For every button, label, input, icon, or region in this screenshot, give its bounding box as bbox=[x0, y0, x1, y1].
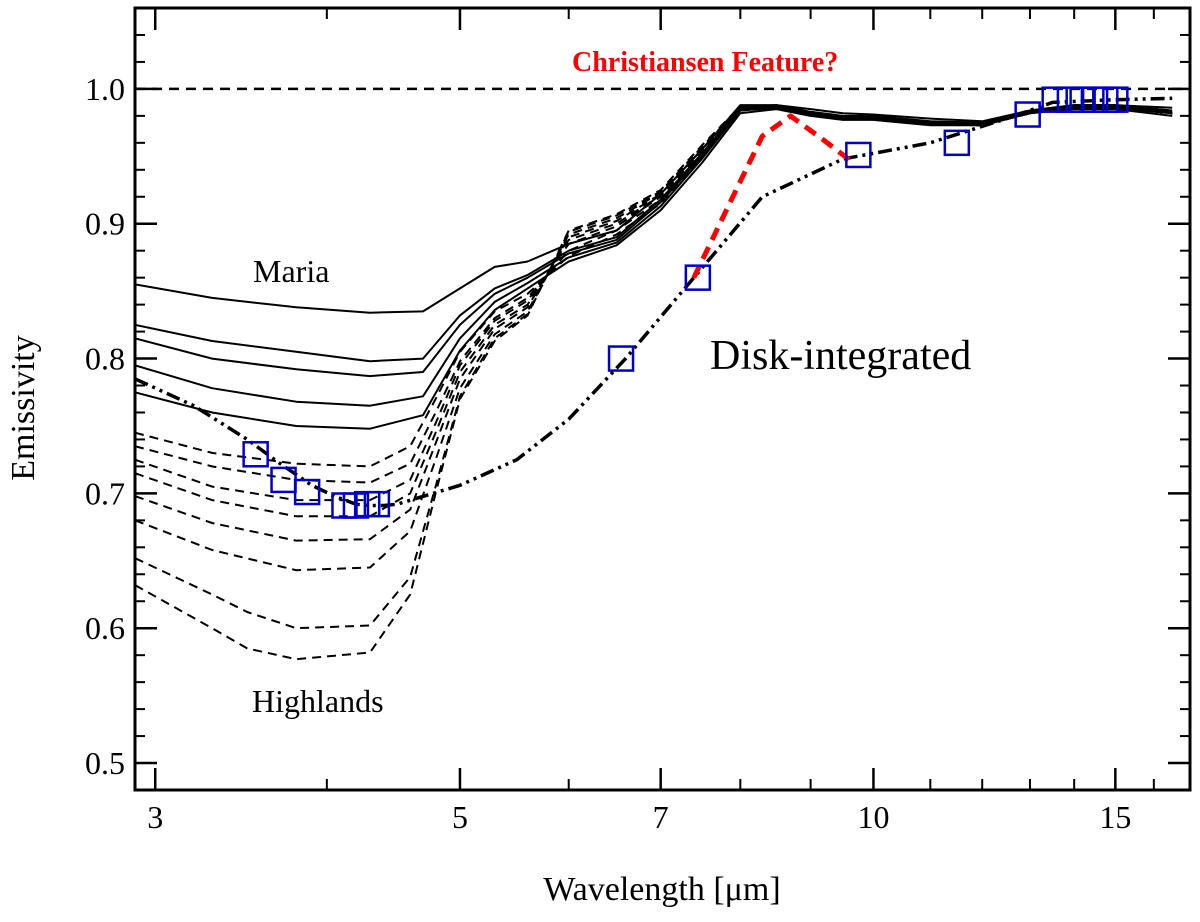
disk-measurement-marker bbox=[845, 141, 872, 169]
series-christiansen-feature bbox=[691, 113, 857, 279]
series-maria-2 bbox=[135, 104, 1173, 363]
disk-measurement-marker bbox=[1102, 86, 1129, 113]
tick-labels: 0.5 0.6 0.7 0.8 0.9 1.0 3 5 7 10 15 bbox=[85, 71, 1131, 835]
disk-measurement-marker bbox=[943, 129, 971, 157]
series-highlands-2 bbox=[135, 106, 1173, 484]
series-highlands-5 bbox=[135, 106, 1173, 542]
disk-measurement-marker bbox=[607, 345, 635, 372]
plot-frame bbox=[133, 6, 1192, 792]
x-tick-label: 15 bbox=[1099, 799, 1131, 835]
annotation-christiansen: Christiansen Feature? bbox=[572, 47, 838, 78]
x-tick-label: 3 bbox=[147, 799, 163, 835]
series-maria-3 bbox=[135, 105, 1173, 378]
y-tick-label: 0.7 bbox=[85, 475, 125, 511]
y-tick-label: 0.6 bbox=[85, 610, 125, 646]
disk-measurement-marker bbox=[363, 490, 391, 518]
series-highlands-8 bbox=[135, 105, 1173, 661]
x-tick-label: 10 bbox=[857, 799, 889, 835]
disk-measurement-marker bbox=[242, 441, 269, 468]
disk-measurement-marker bbox=[684, 264, 712, 291]
y-tick-label: 0.8 bbox=[85, 341, 125, 377]
series-disk-integrated bbox=[135, 96, 1173, 508]
annotation-disk-integrated: Disk-integrated bbox=[710, 333, 971, 379]
x-tick-label: 5 bbox=[452, 799, 468, 835]
series-highlands-3 bbox=[135, 106, 1173, 502]
y-tick-label: 0.9 bbox=[85, 206, 125, 242]
x-tick-label: 7 bbox=[653, 799, 669, 835]
disk-measurement-marker bbox=[1041, 86, 1068, 113]
disk-measurement-marker bbox=[293, 478, 321, 506]
series-highlands-1 bbox=[135, 106, 1173, 468]
y-tick-label: 1.0 bbox=[85, 71, 125, 107]
series-highlands-4 bbox=[135, 106, 1173, 518]
y-tick-label: 0.5 bbox=[85, 745, 125, 781]
annotation-maria: Maria bbox=[253, 253, 329, 289]
series-highlands-6 bbox=[135, 106, 1173, 572]
x-axis-title: Wavelength [μm] bbox=[543, 871, 780, 908]
axis-ticks bbox=[135, 8, 1190, 790]
plot-area bbox=[135, 86, 1190, 661]
annotation-highlands: Highlands bbox=[252, 683, 384, 719]
y-axis-title: Emissivity bbox=[5, 335, 42, 480]
disk-measurement-marker bbox=[1014, 101, 1041, 128]
